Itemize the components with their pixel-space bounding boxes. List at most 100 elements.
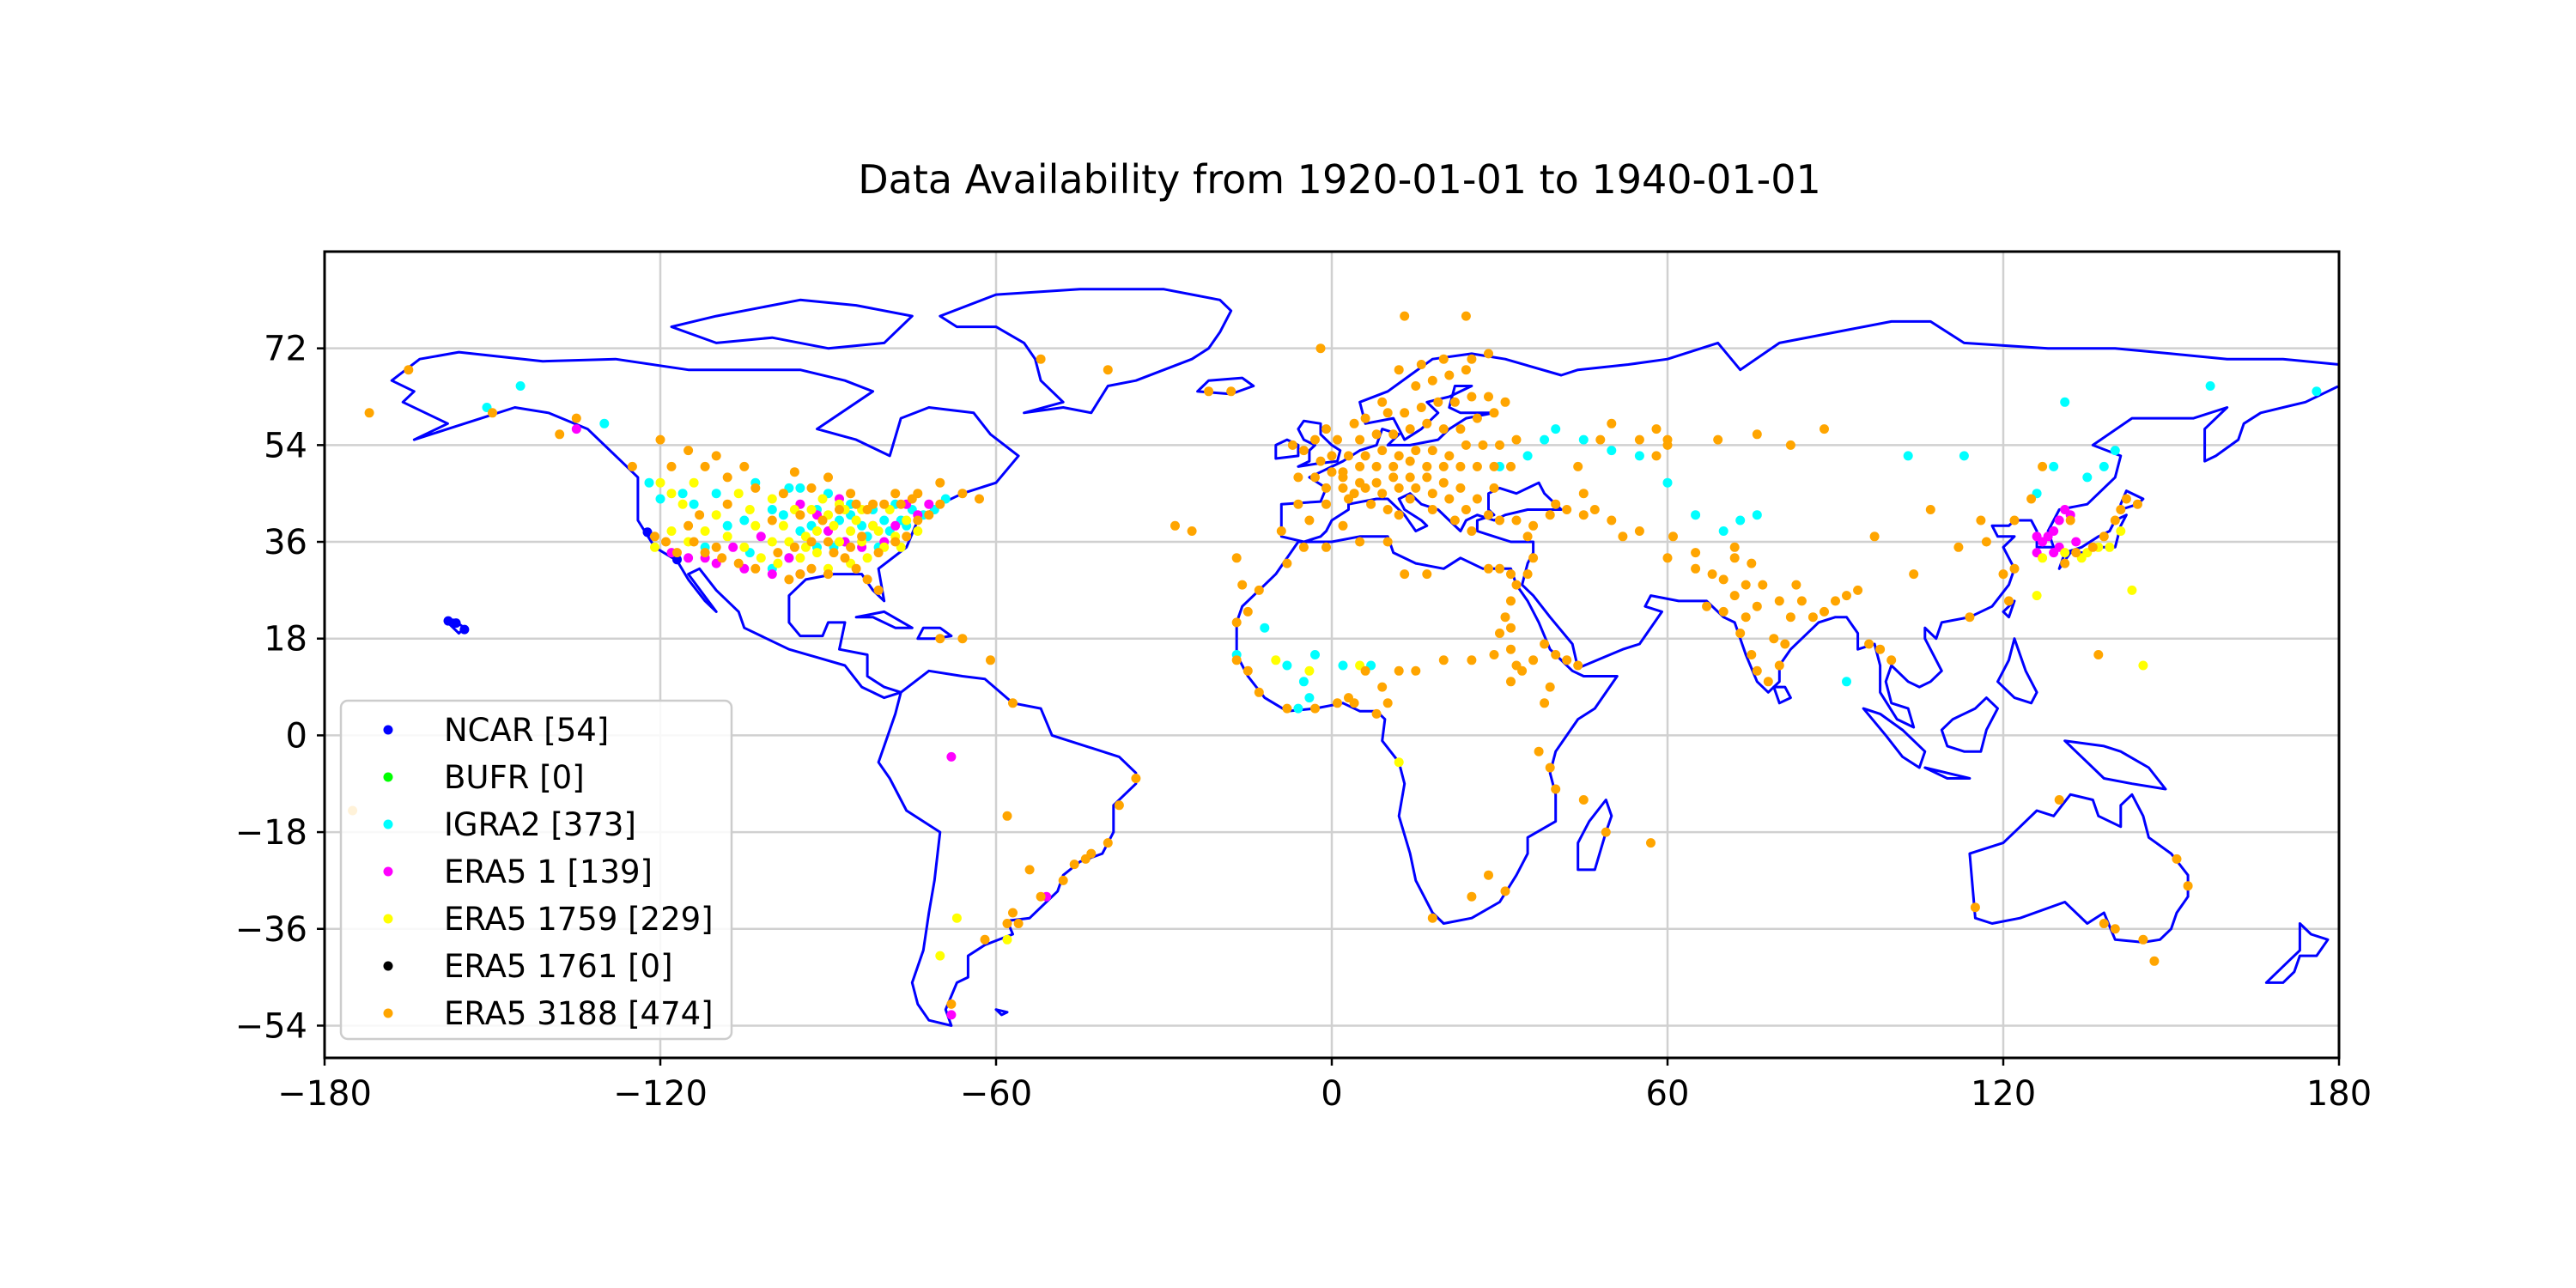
- station-point: [1540, 698, 1550, 708]
- x-tick-label: −180: [277, 1074, 372, 1114]
- station-point: [650, 542, 659, 552]
- station-point: [975, 494, 984, 504]
- station-point: [1310, 650, 1320, 659]
- station-point: [672, 548, 682, 558]
- station-point: [722, 520, 732, 531]
- station-point: [1282, 703, 1292, 714]
- station-point: [2049, 461, 2059, 471]
- station-point: [1276, 526, 1286, 536]
- station-point: [851, 563, 861, 574]
- station-point: [1360, 451, 1370, 461]
- station-point: [1702, 601, 1712, 611]
- station-point: [1506, 677, 1516, 687]
- station-point: [1785, 440, 1795, 450]
- y-tick-label: −18: [235, 813, 307, 853]
- station-point: [1400, 569, 1410, 580]
- station-point: [1735, 629, 1746, 638]
- station-point: [1310, 703, 1320, 714]
- station-point: [913, 526, 923, 536]
- station-point: [873, 526, 884, 536]
- station-point: [1551, 784, 1561, 794]
- station-point: [1545, 762, 1555, 773]
- station-point: [1953, 542, 1964, 552]
- station-point: [756, 553, 766, 563]
- x-tick-label: 120: [1971, 1074, 2036, 1114]
- station-point: [2009, 563, 2020, 574]
- station-point: [1578, 510, 1589, 520]
- station-point: [1713, 434, 1723, 445]
- station-point: [711, 542, 721, 552]
- station-point: [1551, 424, 1561, 434]
- station-point: [1355, 461, 1365, 471]
- station-point: [857, 532, 867, 542]
- station-point: [1231, 655, 1242, 665]
- station-point: [1747, 558, 1757, 568]
- station-point: [1304, 665, 1315, 676]
- station-point: [744, 505, 755, 514]
- station-point: [1774, 596, 1784, 606]
- station-point: [1310, 434, 1320, 445]
- station-point: [1024, 865, 1035, 875]
- y-tick-label: 0: [286, 716, 307, 756]
- station-point: [1747, 650, 1757, 659]
- station-point: [1651, 424, 1662, 434]
- station-point: [1506, 461, 1516, 471]
- station-point: [1970, 902, 1980, 913]
- station-point: [1484, 349, 1493, 359]
- station-point: [913, 515, 923, 526]
- station-point: [1388, 472, 1399, 483]
- station-point: [2110, 515, 2120, 526]
- station-point: [1864, 639, 1874, 649]
- chart-title: Data Availability from 1920-01-01 to 194…: [858, 156, 1821, 203]
- station-point: [1528, 520, 1539, 531]
- station-point: [1785, 612, 1795, 623]
- station-point: [1170, 520, 1180, 531]
- station-point: [812, 548, 822, 558]
- station-point: [711, 451, 721, 461]
- station-point: [1231, 617, 1242, 628]
- legend-box: [339, 699, 733, 1041]
- station-point: [1511, 515, 1522, 526]
- station-point: [1360, 483, 1370, 493]
- station-point: [1438, 477, 1449, 488]
- station-point: [1506, 644, 1516, 654]
- station-point: [750, 483, 761, 493]
- station-point: [1427, 375, 1437, 386]
- station-point: [1422, 472, 1432, 483]
- x-tick-label: −60: [960, 1074, 1032, 1114]
- station-point: [1741, 612, 1751, 623]
- station-point: [935, 634, 945, 644]
- coastline: [1940, 696, 1999, 753]
- station-point: [789, 542, 799, 552]
- station-point: [1131, 774, 1141, 783]
- y-tick-label: 18: [264, 620, 307, 659]
- station-point: [1506, 596, 1516, 606]
- coastline: [994, 1008, 1009, 1017]
- station-point: [1260, 623, 1270, 633]
- station-point: [644, 477, 654, 488]
- station-point: [1646, 838, 1656, 848]
- station-point: [1013, 919, 1024, 928]
- station-point: [946, 751, 957, 762]
- station-point: [2132, 499, 2142, 509]
- station-point: [722, 532, 732, 542]
- station-point: [935, 477, 945, 488]
- station-point: [1976, 515, 1986, 526]
- station-point: [846, 489, 856, 499]
- station-point: [879, 499, 890, 509]
- station-point: [1242, 665, 1253, 676]
- station-point: [1344, 451, 1353, 461]
- station-point: [2205, 381, 2215, 391]
- station-point: [2121, 494, 2131, 504]
- station-point: [806, 505, 817, 514]
- station-point: [1008, 908, 1018, 918]
- station-point: [1002, 811, 1012, 821]
- station-point: [655, 477, 665, 488]
- station-point: [1489, 461, 1499, 471]
- legend-label: IGRA2 [373]: [444, 806, 636, 843]
- station-point: [1427, 505, 1437, 514]
- station-point: [823, 537, 833, 547]
- station-point: [1400, 311, 1410, 321]
- station-point: [1103, 365, 1113, 375]
- station-point: [2026, 494, 2037, 504]
